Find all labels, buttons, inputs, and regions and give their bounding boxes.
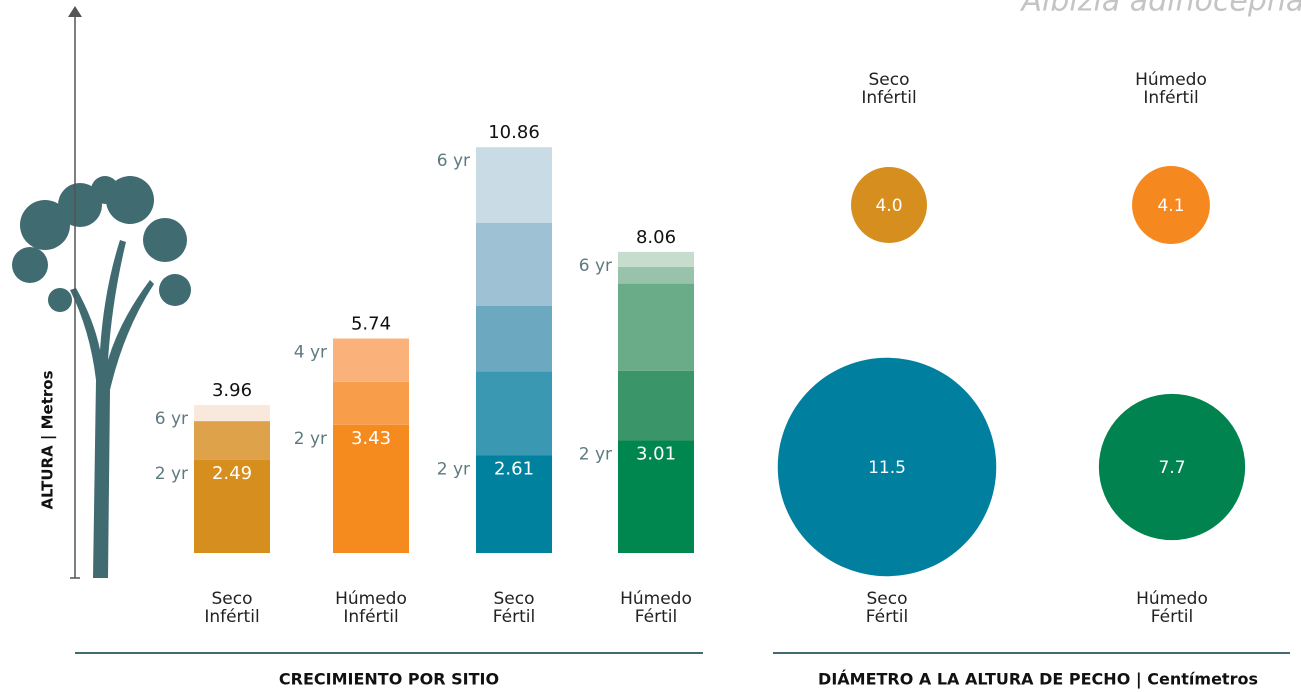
section-title: CRECIMIENTO POR SITIO bbox=[279, 670, 499, 689]
category-label: Seco bbox=[867, 589, 908, 609]
year-label: 2 yr bbox=[155, 464, 188, 484]
value-label: 4.0 bbox=[875, 196, 902, 216]
total-label: 3.96 bbox=[212, 380, 252, 401]
bar-segment bbox=[333, 338, 409, 382]
category-label: Húmedo bbox=[1135, 70, 1207, 90]
value-label: 4.1 bbox=[1157, 196, 1184, 216]
bar-segment bbox=[618, 440, 694, 553]
year-label: 6 yr bbox=[437, 151, 470, 171]
category-label: Fértil bbox=[1151, 607, 1193, 627]
bubble bbox=[851, 167, 927, 243]
bar-segment bbox=[618, 251, 694, 267]
category-label: Fértil bbox=[866, 607, 908, 627]
bubble bbox=[1132, 166, 1210, 244]
year-label: 6 yr bbox=[579, 256, 612, 276]
year-label: 2 yr bbox=[294, 429, 327, 449]
bar-segment bbox=[618, 266, 694, 284]
total-label: 10.86 bbox=[488, 122, 540, 143]
year-label: 4 yr bbox=[294, 343, 327, 363]
bar-segment bbox=[476, 305, 552, 372]
total-label: 5.74 bbox=[351, 314, 391, 335]
bar-segment bbox=[618, 370, 694, 441]
category-label: Fértil bbox=[635, 607, 677, 627]
species-title: Albizia adinocephala bbox=[1020, 0, 1301, 19]
category-label: Seco bbox=[869, 70, 910, 90]
bar-segment bbox=[476, 147, 552, 223]
bar-segment bbox=[476, 371, 552, 456]
category-label: Seco bbox=[212, 589, 253, 609]
bubble bbox=[777, 357, 997, 577]
year-label: 6 yr bbox=[155, 409, 188, 429]
year-label: 2 yr bbox=[579, 445, 612, 465]
category-label: Infértil bbox=[343, 607, 398, 627]
section-title: DIÁMETRO A LA ALTURA DE PECHO | Centímet… bbox=[818, 670, 1258, 690]
value-label: 11.5 bbox=[868, 458, 906, 478]
bar-segment bbox=[194, 459, 270, 553]
value-label: 3.01 bbox=[636, 444, 676, 465]
category-label: Fértil bbox=[493, 607, 535, 627]
bar-segment bbox=[333, 424, 409, 553]
category-label: Húmedo bbox=[335, 589, 407, 609]
value-label: 2.49 bbox=[212, 463, 252, 484]
bar-segment bbox=[476, 455, 552, 553]
value-label: 3.43 bbox=[351, 428, 391, 449]
bubble bbox=[1098, 393, 1246, 541]
tree-illustration bbox=[12, 176, 191, 578]
category-label: Infértil bbox=[204, 607, 259, 627]
bar-segment bbox=[618, 283, 694, 371]
bar-segment bbox=[194, 421, 270, 460]
bar-segment bbox=[333, 381, 409, 425]
value-label: 7.7 bbox=[1158, 458, 1185, 478]
value-label: 2.61 bbox=[494, 458, 534, 479]
y-axis-arrow bbox=[68, 6, 82, 17]
total-label: 8.06 bbox=[636, 227, 676, 248]
category-label: Seco bbox=[494, 589, 535, 609]
category-label: Infértil bbox=[861, 88, 916, 108]
category-label: Infértil bbox=[1143, 88, 1198, 108]
y-axis-label: ALTURA | Metros bbox=[39, 370, 58, 509]
bar-segment bbox=[476, 222, 552, 306]
category-label: Húmedo bbox=[1136, 589, 1208, 609]
category-label: Húmedo bbox=[620, 589, 692, 609]
bar-segment bbox=[194, 405, 270, 422]
year-label: 2 yr bbox=[437, 459, 470, 479]
